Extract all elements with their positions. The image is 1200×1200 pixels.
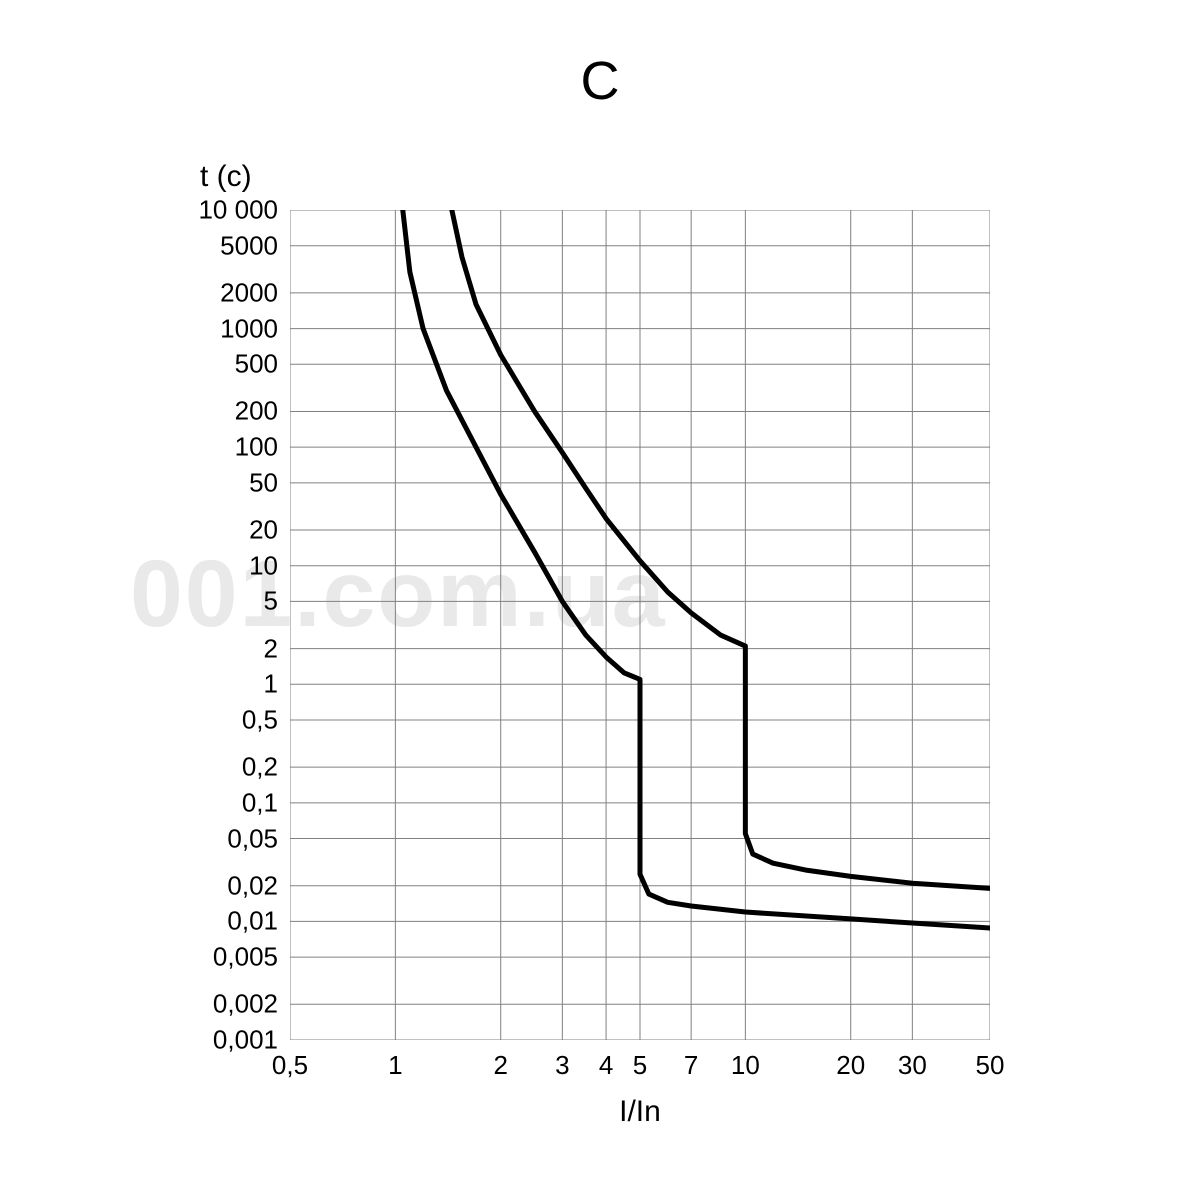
x-tick-label: 20 — [836, 1050, 865, 1081]
y-tick-label: 0,5 — [242, 704, 278, 735]
y-axis-ticks: 10 0005000200010005002001005020105210,50… — [0, 210, 278, 1040]
x-tick-label: 0,5 — [272, 1050, 308, 1081]
x-tick-label: 2 — [493, 1050, 507, 1081]
x-tick-label: 5 — [633, 1050, 647, 1081]
y-tick-label: 2000 — [220, 277, 278, 308]
y-tick-label: 0,2 — [242, 752, 278, 783]
y-tick-label: 0,001 — [213, 1025, 278, 1056]
y-tick-label: 500 — [235, 349, 278, 380]
plot-area — [290, 210, 990, 1040]
lower-trip-curve — [403, 210, 990, 928]
y-tick-label: 2 — [264, 633, 278, 664]
x-tick-label: 1 — [388, 1050, 402, 1081]
y-tick-label: 0,002 — [213, 989, 278, 1020]
x-tick-label: 3 — [555, 1050, 569, 1081]
y-tick-label: 0,05 — [227, 823, 278, 854]
x-tick-label: 7 — [684, 1050, 698, 1081]
x-tick-label: 50 — [976, 1050, 1005, 1081]
x-tick-label: 30 — [898, 1050, 927, 1081]
y-tick-label: 200 — [235, 396, 278, 427]
y-tick-label: 5 — [264, 586, 278, 617]
y-axis-label: t (c) — [200, 160, 252, 194]
chart-title: C — [0, 50, 1200, 112]
y-tick-label: 0,1 — [242, 787, 278, 818]
y-tick-label: 50 — [249, 467, 278, 498]
y-tick-label: 0,01 — [227, 906, 278, 937]
y-tick-label: 5000 — [220, 230, 278, 261]
y-tick-label: 10 — [249, 550, 278, 581]
y-tick-label: 20 — [249, 515, 278, 546]
grid — [290, 210, 990, 1040]
x-tick-label: 4 — [599, 1050, 613, 1081]
x-tick-label: 10 — [731, 1050, 760, 1081]
y-tick-label: 100 — [235, 432, 278, 463]
plot-svg — [290, 210, 990, 1040]
y-tick-label: 1000 — [220, 313, 278, 344]
y-tick-label: 0,005 — [213, 942, 278, 973]
x-axis-ticks: 0,512345710203050 — [290, 1050, 990, 1090]
y-tick-label: 1 — [264, 669, 278, 700]
chart-container: { "chart": { "type": "line-loglog", "tit… — [0, 0, 1200, 1200]
x-axis-label: I/In — [290, 1095, 990, 1129]
y-tick-label: 0,02 — [227, 870, 278, 901]
y-tick-label: 10 000 — [198, 195, 278, 226]
